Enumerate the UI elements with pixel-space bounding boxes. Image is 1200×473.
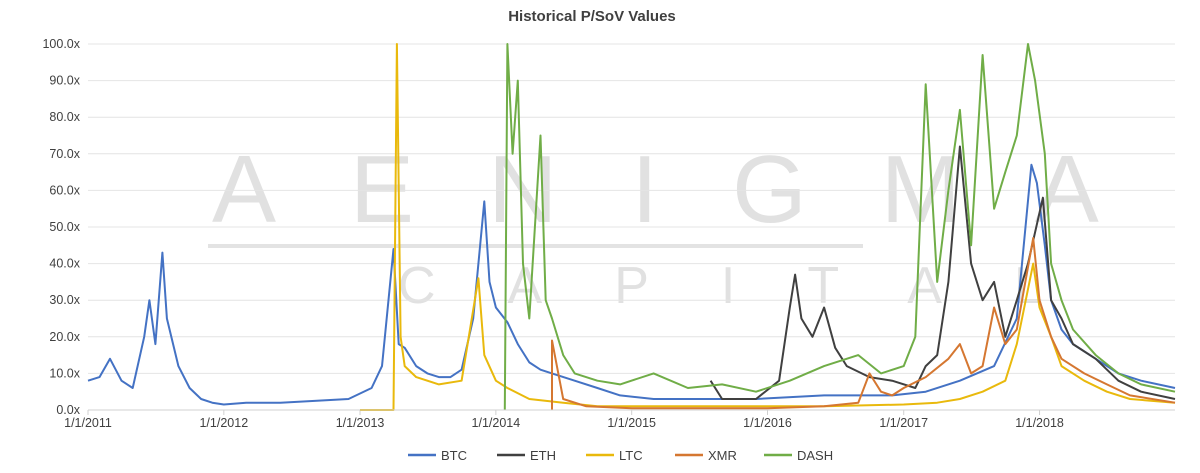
series-line-eth (709, 145, 1176, 400)
legend-item-btc: BTC (408, 448, 467, 463)
series-line-dash (503, 43, 1176, 411)
x-tick-label: 1/1/2015 (607, 416, 656, 430)
y-tick-label: 10.0x (49, 366, 80, 380)
legend-item-ltc: LTC (586, 448, 643, 463)
legend-label: DASH (797, 448, 833, 463)
y-tick-label: 70.0x (49, 147, 80, 161)
series-lines (87, 43, 1176, 411)
legend-item-xmr: XMR (675, 448, 737, 463)
x-tick-label: 1/1/2014 (472, 416, 521, 430)
y-tick-label: 20.0x (49, 330, 80, 344)
legend-item-dash: DASH (764, 448, 833, 463)
series-line-btc (87, 163, 1176, 406)
y-axis-ticks: 0.0x 10.0x 20.0x 30.0x 40.0x 50.0x 60.0x 70.0x 8… (42, 37, 80, 417)
x-tick-label: 1/1/2017 (879, 416, 928, 430)
y-tick-label: 90.0x (49, 74, 80, 88)
series-line-xmr (551, 237, 1176, 410)
x-tick-label: 1/1/2011 (64, 416, 112, 430)
y-tick-label: 40.0x (49, 257, 80, 271)
legend-label: XMR (708, 448, 737, 463)
x-tick-label: 1/1/2018 (1015, 416, 1064, 430)
y-tick-label: 100.0x (42, 37, 80, 51)
y-tick-label: 30.0x (49, 293, 80, 307)
legend: BTC ETH LTC XMR DASH (408, 448, 833, 463)
gridlines (88, 43, 1175, 374)
watermark-divider (208, 244, 863, 248)
chart-title: Historical P/SoV Values (508, 8, 676, 25)
y-tick-label: 80.0x (49, 110, 80, 124)
y-tick-label: 50.0x (49, 220, 80, 234)
legend-item-eth: ETH (497, 448, 556, 463)
x-tick-label: 1/1/2013 (336, 416, 385, 430)
x-axis-ticks: 1/1/2011 1/1/2012 1/1/2013 1/1/2014 1/1/2015… (64, 410, 1064, 430)
y-tick-label: 60.0x (49, 183, 80, 197)
legend-label: BTC (441, 448, 467, 463)
x-tick-label: 1/1/2012 (199, 416, 248, 430)
x-tick-label: 1/1/2016 (743, 416, 792, 430)
legend-label: ETH (530, 448, 556, 463)
legend-label: LTC (619, 448, 643, 463)
y-tick-label: 0.0x (56, 403, 80, 417)
